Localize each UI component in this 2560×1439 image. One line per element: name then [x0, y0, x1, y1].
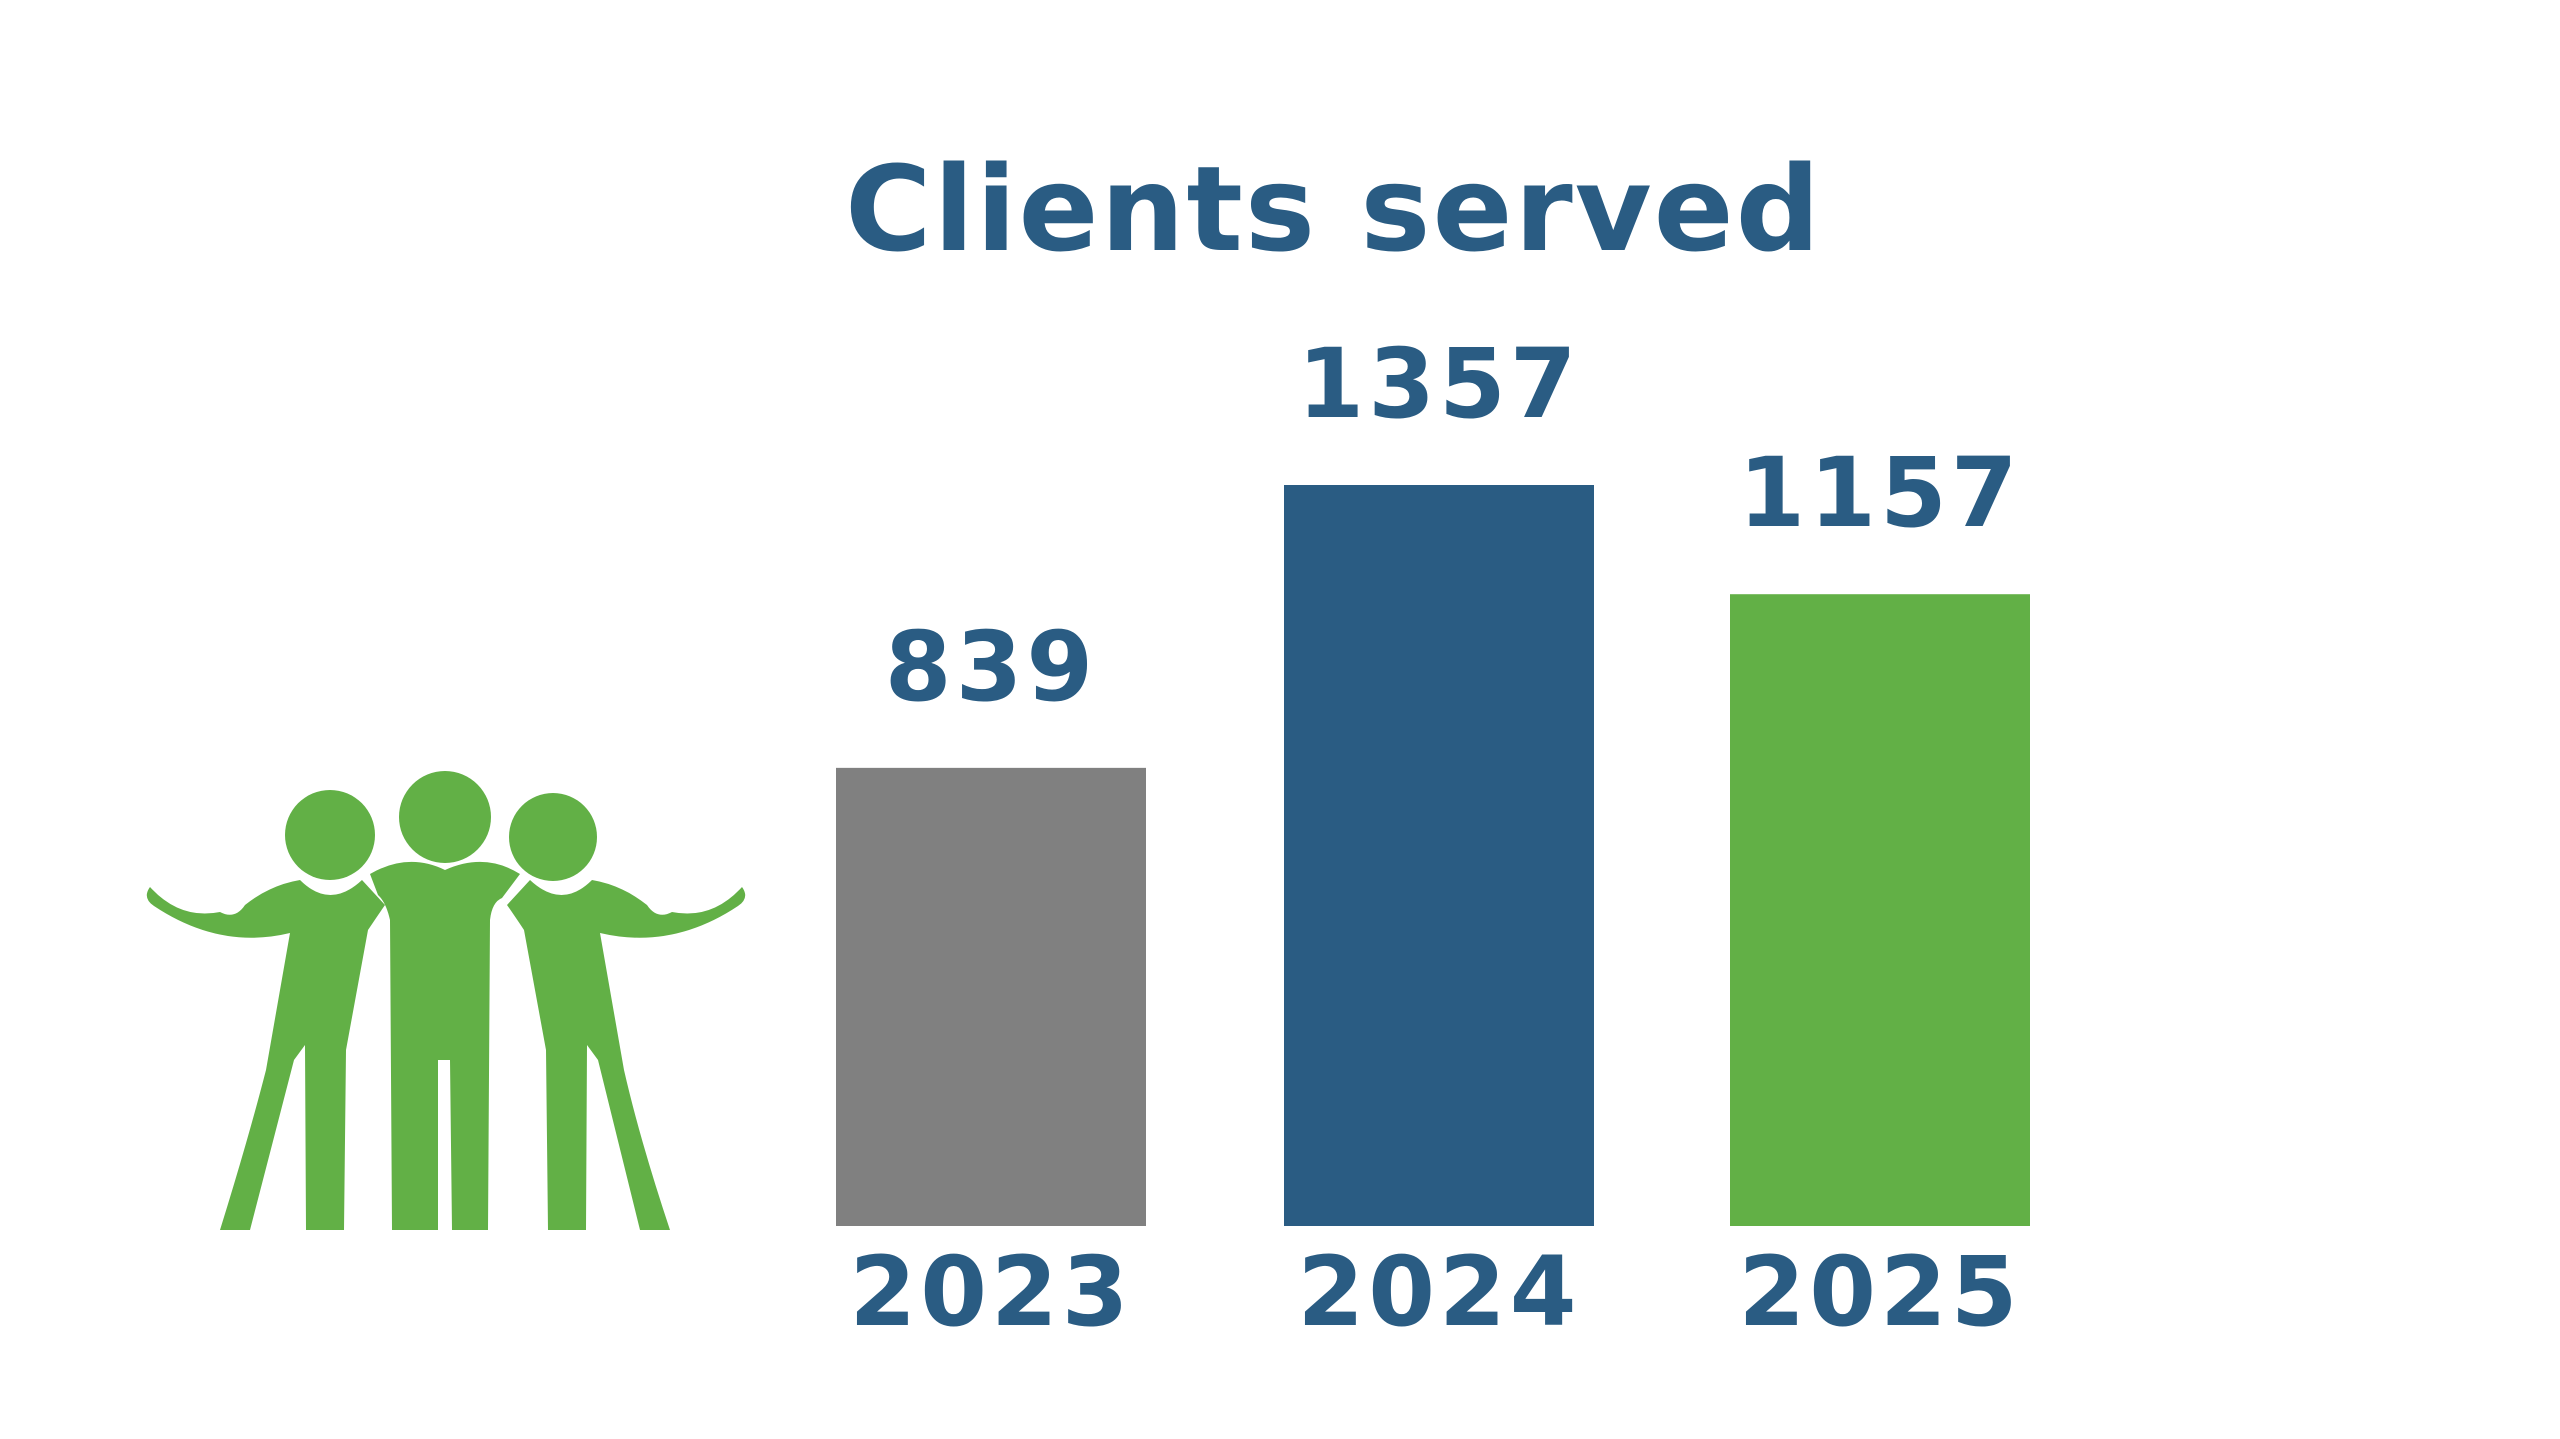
category-labels-layer: 2023 2024 2025 — [849, 1236, 2021, 1348]
value-labels-layer: 839 1357 1157 — [885, 328, 2021, 723]
value-label-2023: 839 — [885, 611, 1097, 723]
bar-2023 — [836, 767, 1146, 1226]
category-label-2024: 2024 — [1297, 1236, 1580, 1348]
bar-2025 — [1730, 594, 2030, 1226]
category-label-2025: 2025 — [1738, 1236, 2021, 1348]
value-label-2024: 1357 — [1297, 328, 1580, 440]
value-label-2025: 1157 — [1738, 437, 2021, 549]
bar-2024 — [1284, 485, 1594, 1226]
category-label-2023: 2023 — [849, 1236, 1132, 1348]
bars-layer — [836, 485, 2030, 1226]
chart-title: Clients served — [845, 140, 1823, 278]
group-of-people-icon — [146, 771, 746, 1230]
